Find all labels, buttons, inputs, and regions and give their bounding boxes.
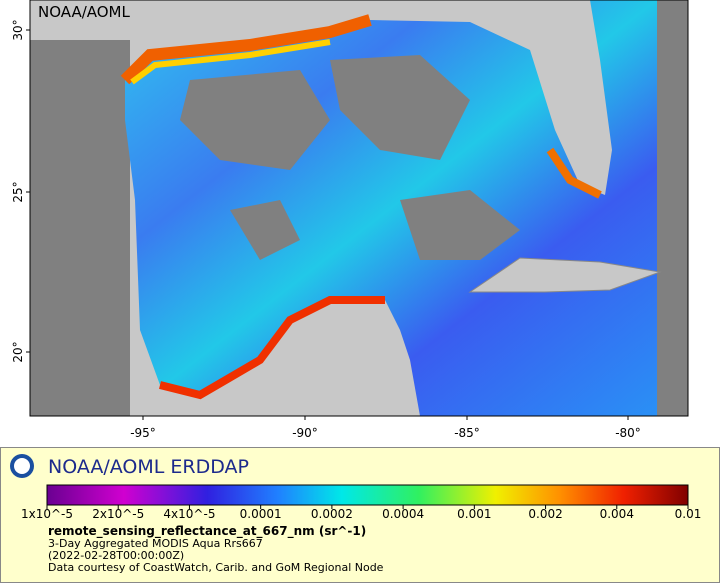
legend-line: 3-Day Aggregated MODIS Aqua Rrs667 xyxy=(48,537,263,550)
no-data xyxy=(180,70,330,170)
lat-label: 30° xyxy=(11,19,25,40)
no-data xyxy=(230,200,300,260)
coastal-high xyxy=(120,14,372,85)
legend-lines: 3-Day Aggregated MODIS Aqua Rrs667(2022-… xyxy=(48,537,384,574)
colorbar-tick-label: 0.0002 xyxy=(311,507,353,521)
colorbar-tick-label: 4x10^-5 xyxy=(163,507,215,521)
no-data xyxy=(657,0,688,416)
colorbar-tick-label: 0.01 xyxy=(675,507,702,521)
watermark: NOAA/AOML xyxy=(38,3,131,21)
logo-inner xyxy=(14,458,30,474)
colorbar-tick-label: 1x10^-5 xyxy=(21,507,73,521)
colorbar-ticks: 1x10^-5 2x10^-5 4x10^-5 0.0001 0.0002 0.0004 0… xyxy=(21,505,701,521)
legend-line: (2022-02-28T00:00:00Z) xyxy=(48,549,184,562)
axes: 30° 25° 20° -95° -90° -85° -80° xyxy=(11,19,641,440)
cuba xyxy=(468,257,662,293)
coastal-mid xyxy=(130,39,331,85)
coastal-high xyxy=(159,296,385,400)
map: NOAA/AOML 30° 25° 20° -95° -90° -85° -80° xyxy=(11,0,689,440)
colorbar-tick-label: 0.001 xyxy=(457,507,491,521)
colorbar-tick-label: 0.004 xyxy=(600,507,634,521)
lat-label: 25° xyxy=(11,181,25,202)
lon-label: -90° xyxy=(292,426,318,440)
colorbar-tick-label: 0.002 xyxy=(528,507,562,521)
no-data xyxy=(30,40,130,416)
lat-label: 20° xyxy=(11,341,25,362)
lon-label: -85° xyxy=(454,426,480,440)
coastal-high xyxy=(546,147,602,199)
watermark-bg xyxy=(34,2,126,22)
brand: NOAA/AOML ERDDAP xyxy=(48,456,249,478)
map-frame xyxy=(29,0,689,417)
colorbar-tick-label: 0.0001 xyxy=(240,507,282,521)
no-data xyxy=(330,55,470,160)
variable: remote_sensing_reflectance_at_667_nm (sr… xyxy=(48,524,366,539)
colorbar-tick-label: 2x10^-5 xyxy=(92,507,144,521)
lon-label: -95° xyxy=(130,426,156,440)
legend-line: Data courtesy of CoastWatch, Carib. and … xyxy=(48,561,384,574)
colorbar-tick-label: 0.0004 xyxy=(382,507,424,521)
legend: NOAA/AOML ERDDAP 1x10^-5 2x10^-5 4x10^-5 0.… xyxy=(0,447,720,583)
no-data xyxy=(400,190,520,260)
colorbar xyxy=(46,484,689,506)
lon-label: -80° xyxy=(615,426,641,440)
legend-panel xyxy=(0,447,720,583)
